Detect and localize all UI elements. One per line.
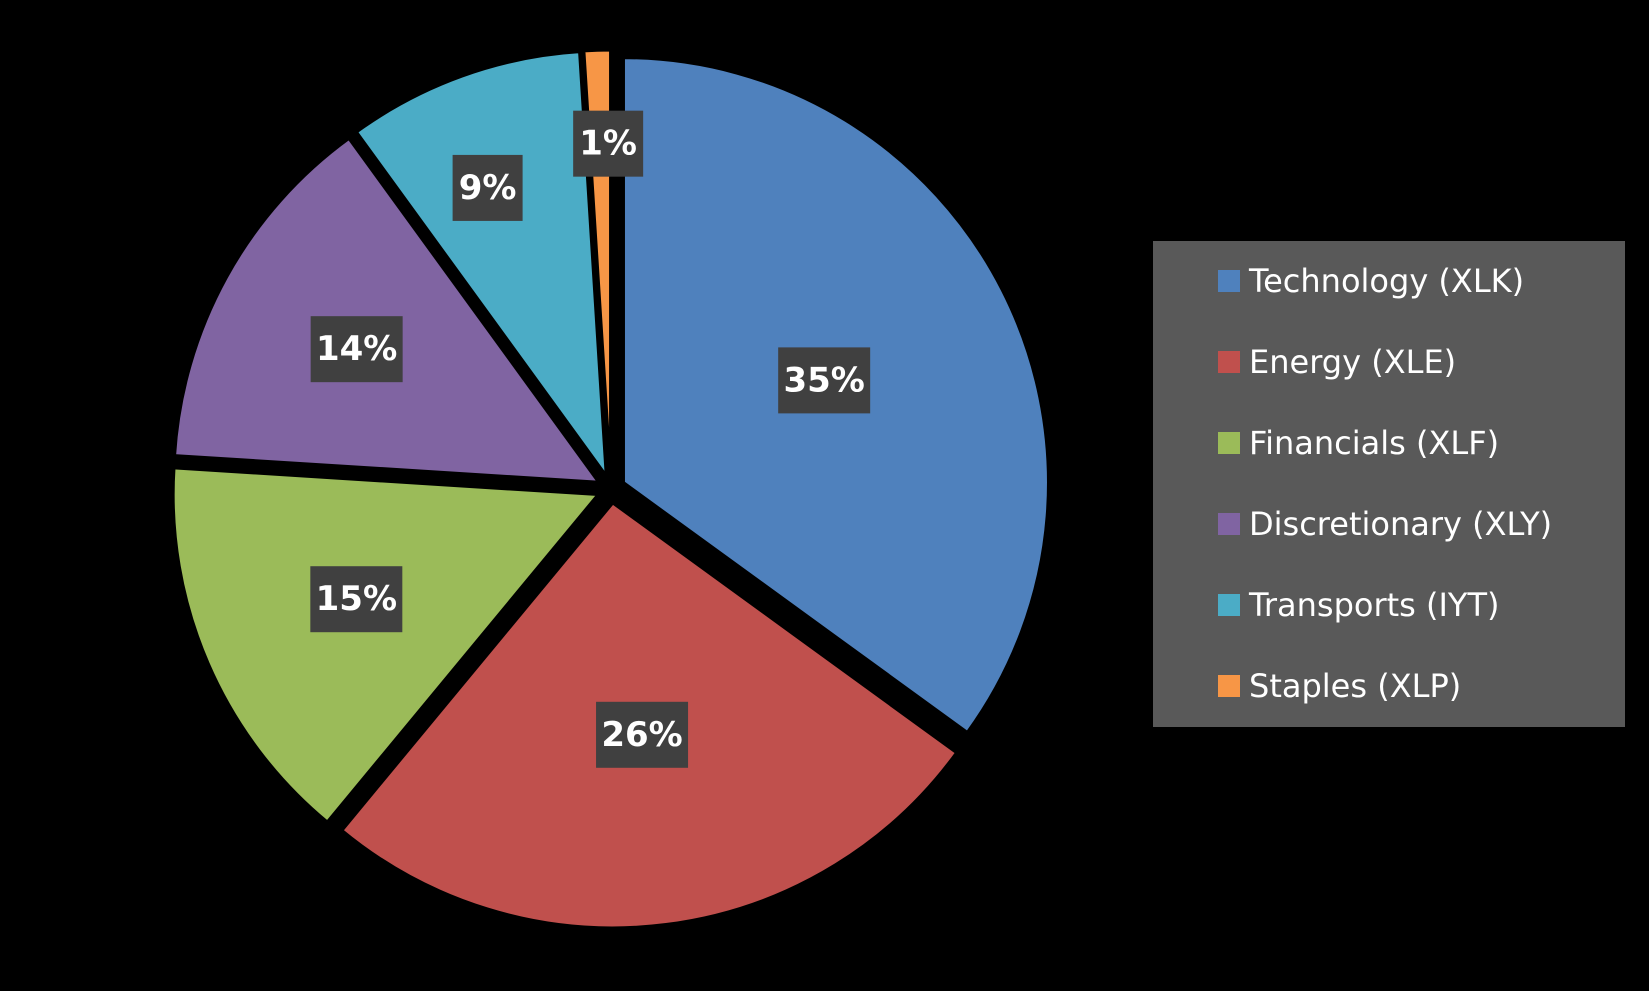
legend-swatch-4 <box>1218 513 1240 535</box>
legend-items: Technology (XLK) Energy (XLE) Financials (… <box>1218 262 1552 705</box>
data-label-box-1 <box>778 347 871 414</box>
legend-label-4: Discretionary (XLY) <box>1249 505 1552 543</box>
data-label-box-6 <box>573 110 644 177</box>
data-labels: 35% 26% 15% 14% 9% 1% <box>310 110 871 768</box>
legend-swatch-6 <box>1218 675 1240 697</box>
legend-swatch-1 <box>1218 270 1240 292</box>
pie-slices <box>171 48 1050 930</box>
pie-slice-4 <box>172 136 602 484</box>
legend: Technology (XLK) Energy (XLE) Financials (… <box>1153 241 1625 727</box>
data-label-box-2 <box>596 701 689 768</box>
legend-swatch-3 <box>1218 432 1240 454</box>
data-label-box-4 <box>310 316 403 383</box>
legend-swatch-2 <box>1218 351 1240 373</box>
legend-background <box>1153 241 1625 727</box>
legend-label-1: Technology (XLK) <box>1248 262 1524 300</box>
data-label-6: 1% <box>579 124 637 164</box>
data-label-1: 35% <box>783 360 864 400</box>
data-label-2: 26% <box>601 715 682 755</box>
data-label-box-5 <box>452 154 523 221</box>
legend-swatch-5 <box>1218 594 1240 616</box>
legend-label-5: Transports (IYT) <box>1248 586 1500 624</box>
legend-label-6: Staples (XLP) <box>1249 667 1461 705</box>
legend-label-2: Energy (XLE) <box>1249 343 1456 381</box>
pie-slice-5 <box>354 50 609 481</box>
data-label-5: 9% <box>459 168 517 208</box>
pie-slice-3 <box>171 466 602 825</box>
data-label-4: 14% <box>316 329 397 369</box>
data-label-box-3 <box>310 566 403 633</box>
data-label-3: 15% <box>316 579 397 619</box>
legend-label-3: Financials (XLF) <box>1249 424 1499 462</box>
